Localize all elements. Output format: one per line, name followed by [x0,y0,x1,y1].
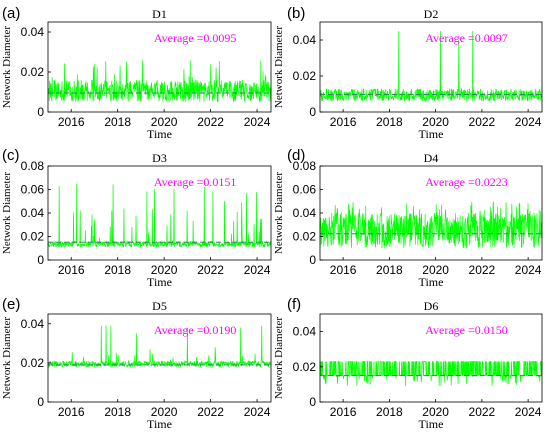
x-tick-label: 2024 [244,263,271,277]
y-tick-label: 0 [37,395,44,409]
x-tick-label: 2020 [422,263,449,277]
panel-d5: (e) D5 2016 2018 2020 2022 2024 0 0.02 0.04 Time Ne… [1,296,272,431]
y-tick-label: 0.02 [293,360,317,374]
series-line [47,183,272,249]
axes-box [319,313,543,403]
x-tick-label: 2016 [58,263,85,277]
panel-title: D3 [152,151,167,165]
panel-tag: (e) [2,296,20,313]
x-tick-label: 2020 [151,405,178,419]
x-tick-label: 2024 [244,115,271,129]
y-tick-label: 0 [309,395,316,409]
y-axis-label: Network Diameter [273,172,285,254]
x-tick-label: 2024 [515,263,542,277]
y-tick-label: 0.02 [21,65,45,79]
panel-title: D1 [152,7,167,21]
x-tick-label: 2022 [469,405,496,419]
x-axis-label: Time [419,127,444,141]
panel-d2: (b) D2 2016 2018 2020 2022 2024 0 0.02 0.04 Time Ne… [273,5,543,141]
x-tick-label: 2018 [104,263,131,277]
y-axis-label: Network Diameter [1,317,13,399]
x-axis-label: Time [419,417,444,431]
x-tick-label: 2022 [197,263,224,277]
x-tick-label: 2018 [104,405,131,419]
x-axis-label: Time [419,275,444,289]
x-tick-label: 2018 [104,115,131,129]
x-tick-label: 2022 [197,405,224,419]
y-tick-label: 0.02 [293,69,317,83]
panel-title: D5 [152,299,167,313]
x-tick-label: 2016 [330,263,357,277]
x-tick-label: 2024 [515,405,542,419]
panel-tag: (a) [2,5,20,22]
panel-title: D2 [424,7,439,21]
x-axis-label: Time [147,417,172,431]
y-tick-label: 0 [37,105,44,119]
series-line [47,60,272,102]
x-tick-label: 2016 [58,405,85,419]
y-tick-label: 0.06 [21,183,45,197]
panel-title: D4 [424,151,439,165]
axes-box [319,21,543,113]
panel-d1: (a) D1 2016 2018 2020 2022 2024 0 0.02 0.04 Time Ne… [1,5,272,141]
y-axis-label: Network Diameter [1,172,13,254]
axes-box [47,313,272,403]
panel-tag: (c) [2,147,20,164]
x-tick-label: 2022 [469,263,496,277]
y-tick-label: 0.02 [21,356,45,370]
average-annotation: Average =0.0190 [154,323,237,337]
y-axis-label: Network Diameter [273,26,285,108]
x-axis-label: Time [147,127,172,141]
x-tick-label: 2018 [376,405,403,419]
y-tick-label: 0.04 [293,206,317,220]
x-tick-label: 2016 [330,115,357,129]
average-annotation: Average =0.0095 [154,31,237,45]
panel-d6: (f) D6 2016 2018 2020 2022 2024 0 0.02 0.04 Time Ne… [273,296,543,431]
series-line [319,361,543,387]
y-tick-label: 0.08 [293,159,317,173]
y-tick-label: 0.04 [21,206,45,220]
y-axis-label: Network Diameter [1,26,13,108]
y-tick-label: 0.04 [21,317,45,331]
x-tick-label: 2022 [197,115,224,129]
y-tick-label: 0 [309,253,316,267]
y-tick-label: 0 [309,105,316,119]
average-annotation: Average =0.0223 [425,175,508,189]
series-line [47,325,272,368]
y-tick-label: 0.08 [21,159,45,173]
x-tick-label: 2020 [151,115,178,129]
y-tick-label: 0.02 [21,230,45,244]
panel-tag: (b) [287,5,305,22]
y-tick-label: 0.06 [293,183,317,197]
average-annotation: Average =0.0151 [154,175,237,189]
x-tick-label: 2022 [469,115,496,129]
y-tick-label: 0.02 [293,230,317,244]
panel-title: D6 [424,299,439,313]
y-tick-label: 0.04 [21,25,45,39]
series-line [319,30,543,103]
x-tick-label: 2018 [376,115,403,129]
panel-d3: (c) D3 2016 2018 2020 2022 2024 0 0.02 0.04 0.06 0.… [1,147,272,289]
x-tick-label: 2024 [515,115,542,129]
y-tick-label: 0 [37,253,44,267]
x-tick-label: 2020 [151,263,178,277]
x-tick-label: 2024 [244,405,271,419]
x-tick-label: 2016 [58,115,85,129]
axes-box [47,21,272,113]
panel-tag: (d) [287,147,305,164]
panel-d4: (d) D4 2016 2018 2020 2022 2024 0 0.02 0.04 0.06 0.… [273,147,543,289]
panel-tag: (f) [287,296,301,313]
x-tick-label: 2016 [330,405,357,419]
y-axis-label: Network Diameter [273,317,285,399]
x-axis-label: Time [147,275,172,289]
x-tick-label: 2020 [422,115,449,129]
series-line [319,201,543,249]
average-annotation: Average =0.0150 [425,323,508,337]
x-tick-label: 2020 [422,405,449,419]
y-tick-label: 0.04 [293,33,317,47]
x-tick-label: 2018 [376,263,403,277]
average-annotation: Average =0.0097 [425,31,508,45]
y-tick-label: 0.04 [293,325,317,339]
